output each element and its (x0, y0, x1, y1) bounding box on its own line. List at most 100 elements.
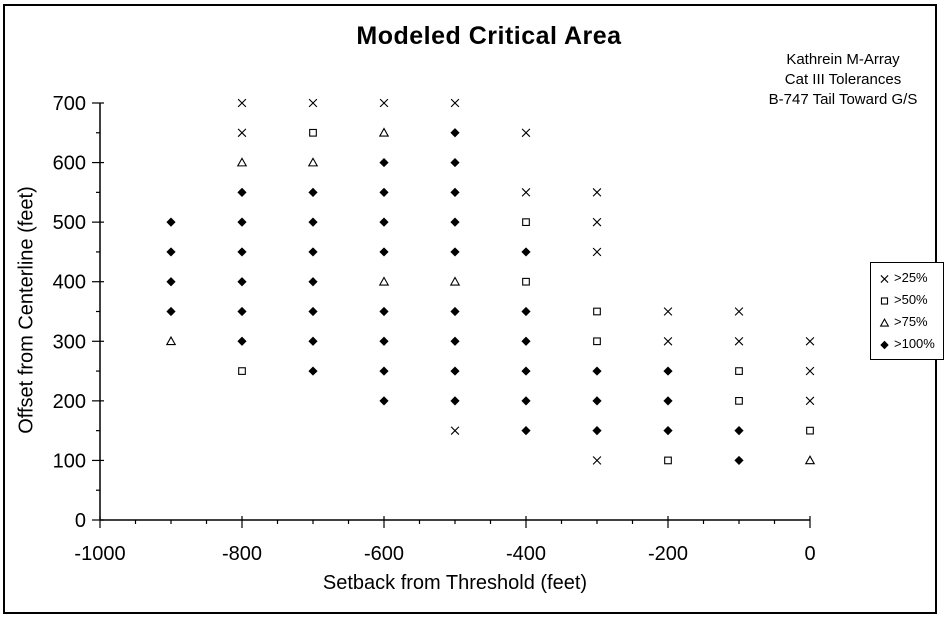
triangle-marker (378, 276, 390, 286)
diamond-marker (308, 336, 318, 346)
y-tick-label: 0 (75, 510, 86, 532)
square-marker (522, 277, 530, 286)
data-point (450, 187, 460, 197)
y-tick-label: 600 (53, 153, 86, 175)
data-point (308, 217, 318, 227)
y-tick-label: 200 (53, 391, 86, 413)
x-marker (592, 217, 602, 227)
diamond-marker (166, 277, 176, 287)
data-point (308, 187, 318, 197)
data-point (379, 247, 389, 257)
data-point (521, 128, 531, 138)
data-point (735, 396, 743, 405)
data-point (450, 336, 460, 346)
data-point (237, 128, 247, 138)
data-point (307, 157, 319, 167)
diamond-marker (450, 247, 460, 257)
square-marker (664, 456, 672, 465)
data-point (592, 188, 602, 197)
data-point (521, 188, 531, 197)
diamond-marker (308, 366, 318, 376)
annotation-line-3: B-747 Tail Toward G/S (768, 91, 918, 108)
data-point (664, 456, 672, 465)
x-marker (592, 456, 602, 465)
x-tick-label: -1000 (74, 543, 125, 565)
diamond-marker (450, 217, 460, 227)
data-point (592, 396, 602, 406)
diamond-marker (237, 247, 247, 257)
data-point (308, 366, 318, 376)
square-marker (735, 367, 743, 375)
data-point (237, 247, 247, 257)
data-point (379, 98, 389, 108)
diamond-marker (450, 366, 460, 376)
data-point (663, 336, 673, 346)
legend-item: >75% (877, 315, 943, 330)
diamond-marker (308, 277, 318, 287)
x-marker (592, 247, 602, 257)
data-point (237, 98, 247, 108)
diamond-marker (379, 217, 389, 227)
x-marker (450, 426, 460, 435)
data-point (734, 426, 744, 436)
diamond-marker (734, 426, 744, 436)
data-point (379, 187, 389, 197)
data-point (735, 367, 743, 375)
data-point (237, 277, 247, 287)
data-point (450, 157, 460, 168)
diamond-marker (734, 455, 744, 466)
chart-title: Modeled Critical Area (356, 22, 622, 50)
x-axis-title: Setback from Threshold (feet) (322, 572, 588, 594)
data-point (450, 128, 460, 138)
diamond-marker (450, 187, 460, 197)
data-point (592, 217, 602, 227)
data-point (734, 455, 744, 466)
legend-item-label: >50% (894, 292, 928, 307)
data-point (805, 336, 815, 346)
data-point (450, 426, 460, 435)
diamond-marker (379, 157, 389, 168)
data-point (449, 276, 461, 286)
diamond-marker (592, 426, 602, 436)
x-marker (237, 98, 247, 108)
triangle-marker (879, 317, 890, 327)
diamond-marker (592, 396, 602, 406)
diamond-marker (450, 336, 460, 346)
square-marker (735, 396, 743, 405)
data-point (804, 455, 816, 465)
annotation-line-2: Cat III Tolerances (784, 71, 902, 88)
y-tick-label: 300 (53, 331, 86, 353)
x-marker (805, 336, 815, 346)
data-point (521, 426, 531, 436)
x-marker (880, 274, 889, 283)
data-point (592, 426, 602, 436)
diamond-marker (308, 247, 318, 257)
x-tick-label: 0 (804, 543, 815, 565)
diamond-marker (450, 396, 460, 406)
diamond-marker (521, 336, 531, 346)
x-marker (521, 128, 531, 138)
diamond-marker (166, 217, 176, 227)
square-marker (806, 426, 814, 435)
data-point (592, 247, 602, 257)
legend: >25% >50% >75% >100% (870, 262, 944, 360)
data-point (379, 336, 389, 346)
data-point (663, 307, 673, 316)
diamond-marker (166, 247, 176, 257)
x-marker (592, 188, 602, 197)
data-point (378, 276, 390, 286)
x-tick-label: -400 (506, 543, 546, 565)
diamond-legend-icon (880, 340, 889, 349)
square-marker (880, 296, 889, 305)
x-marker (805, 366, 815, 376)
diamond-marker (379, 306, 389, 317)
triangle-marker (165, 335, 177, 346)
diamond-marker (521, 426, 531, 436)
data-point (379, 157, 389, 168)
diamond-marker (521, 366, 531, 376)
diamond-marker (166, 306, 176, 317)
data-point (237, 306, 247, 317)
data-point (308, 98, 318, 108)
square-marker (309, 128, 317, 137)
triangle-marker (449, 276, 461, 286)
